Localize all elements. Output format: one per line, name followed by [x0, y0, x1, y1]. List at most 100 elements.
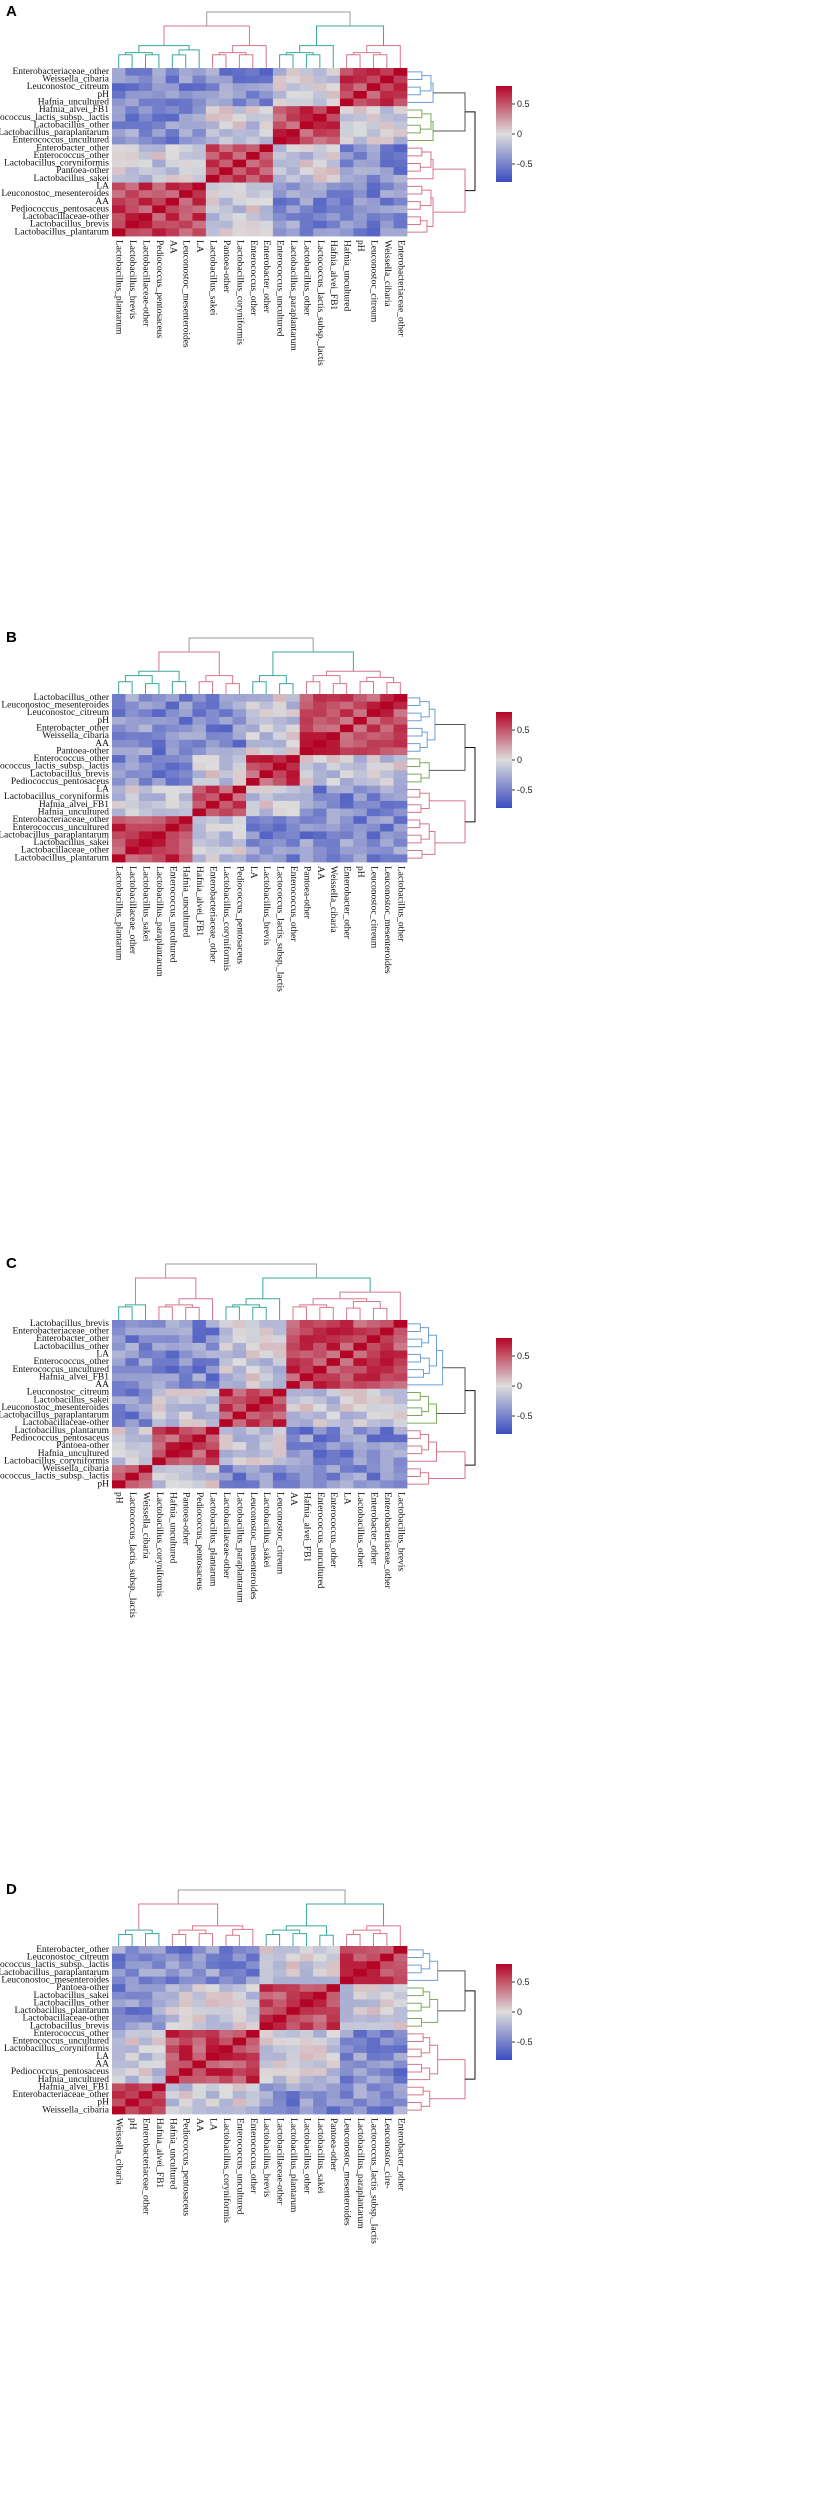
heatmap-cell [179, 1449, 193, 1458]
heatmap-cell [152, 724, 167, 733]
dendrogram-branch [118, 1306, 133, 1320]
heatmap-cell [353, 2091, 368, 2100]
heatmap-cell [205, 2075, 220, 2084]
heatmap-cell [205, 1365, 220, 1374]
row-label: Pediococcus_pentosaceus [11, 2067, 109, 2077]
dendrogram-branch [407, 2102, 422, 2111]
heatmap-cell [339, 846, 354, 855]
heatmap-cell [112, 68, 126, 77]
heatmap-cell [259, 159, 274, 168]
colorbar [496, 712, 512, 808]
heatmap-cell [165, 800, 180, 809]
dendrogram-branch [407, 1353, 421, 1363]
heatmap-cell [219, 1411, 234, 1420]
heatmap-cell [232, 1419, 247, 1428]
heatmap-cell [205, 816, 220, 825]
heatmap-cell [272, 1327, 287, 1336]
heatmap-cell [112, 846, 126, 855]
heatmap-cell [112, 1358, 126, 1367]
heatmap-cell [192, 1480, 207, 1489]
heatmap-cell [326, 1465, 341, 1474]
heatmap-cell [232, 2098, 247, 2107]
heatmap-cell [299, 2007, 314, 2016]
heatmap-cell [246, 1961, 260, 1970]
heatmap-cell [125, 823, 140, 832]
heatmap-cell [125, 778, 140, 787]
heatmap-cell [112, 816, 126, 825]
heatmap-cell [313, 1358, 327, 1367]
heatmap-cell [339, 1472, 354, 1481]
heatmap-cell [112, 1480, 126, 1489]
heatmap-cell [165, 90, 180, 99]
heatmap-cell [299, 2106, 314, 2115]
heatmap-cell [393, 1335, 408, 1344]
row-label: Lactobacillus_paraplantarum [0, 128, 110, 138]
heatmap-cell [366, 1991, 381, 2000]
heatmap-cell [286, 1426, 301, 1435]
heatmap-cell [326, 701, 341, 710]
column-label: Enterobacteriaceae_other [141, 2118, 151, 2215]
column-label: Lactococcus_lactis_subsp._lactis [315, 240, 325, 366]
heatmap-cell [112, 2098, 126, 2107]
heatmap-cell [165, 1976, 180, 1985]
column-label: Enterobacter_other [261, 240, 271, 314]
heatmap-cell [246, 121, 260, 130]
heatmap-cell [246, 1480, 260, 1489]
heatmap-cell [380, 839, 394, 848]
dendrogram-branch [178, 49, 200, 68]
heatmap-cell [125, 1426, 140, 1435]
heatmap-cell [326, 816, 341, 825]
heatmap-cell [339, 1434, 354, 1443]
row-label: Hafnia_alvei_FB1 [39, 2081, 109, 2092]
heatmap-cell [272, 1991, 287, 2000]
dendrogram-branch [372, 1933, 388, 1946]
heatmap-cell [380, 68, 394, 77]
heatmap-cell [366, 2083, 381, 2092]
heatmap-cell [353, 778, 368, 787]
heatmap-cell [125, 1457, 140, 1466]
heatmap-cell [138, 755, 153, 764]
heatmap-cell [205, 75, 220, 84]
heatmap-cell [272, 854, 287, 863]
row-label: Lactobacillus_plantarum [15, 2006, 110, 2016]
heatmap-cell [259, 1419, 274, 1428]
heatmap-cell [125, 98, 140, 107]
dendrogram-branch [407, 2048, 422, 2058]
heatmap-cell [219, 2068, 234, 2077]
column-label: Lactobacillus_paraplantarum [355, 2118, 365, 2229]
heatmap-cell [326, 1381, 341, 1390]
row-dendrogram [407, 697, 476, 859]
heatmap-cell [246, 1976, 260, 1985]
heatmap-cell [366, 167, 381, 176]
column-label: Hafnia_uncultured [181, 866, 192, 937]
heatmap-cell [179, 113, 193, 122]
heatmap-cell [366, 1388, 381, 1397]
heatmap-cell [152, 136, 167, 145]
heatmap-cell [393, 159, 408, 168]
heatmap-cell [125, 1946, 140, 1955]
heatmap-cell [138, 197, 153, 206]
heatmap-cell [313, 2060, 327, 2069]
heatmap-cell [152, 755, 167, 764]
heatmap-cell [326, 205, 341, 214]
column-label: Hafnia_alvei_FB1 [328, 240, 339, 310]
heatmap-cell [299, 1961, 314, 1970]
heatmap-cell [366, 1480, 381, 1489]
heatmap-cell [125, 1984, 140, 1993]
heatmap-cell [112, 220, 126, 229]
heatmap-cell [152, 831, 167, 840]
heatmap-cell [259, 190, 274, 199]
heatmap-cell [353, 2083, 368, 2092]
heatmap-cell [380, 785, 394, 794]
heatmap-cell [353, 2052, 368, 2061]
heatmap-cell [125, 1411, 140, 1420]
heatmap-cell [179, 2030, 193, 2039]
heatmap-cell [326, 174, 341, 183]
heatmap-cell [393, 2022, 408, 2031]
heatmap-cell [165, 1465, 180, 1474]
heatmap-cell [393, 778, 408, 787]
heatmap-cell [246, 159, 260, 168]
heatmap-cell [219, 1396, 234, 1405]
heatmap-cell [205, 1442, 220, 1451]
column-label: Lactobacillus_sakei [208, 240, 218, 316]
